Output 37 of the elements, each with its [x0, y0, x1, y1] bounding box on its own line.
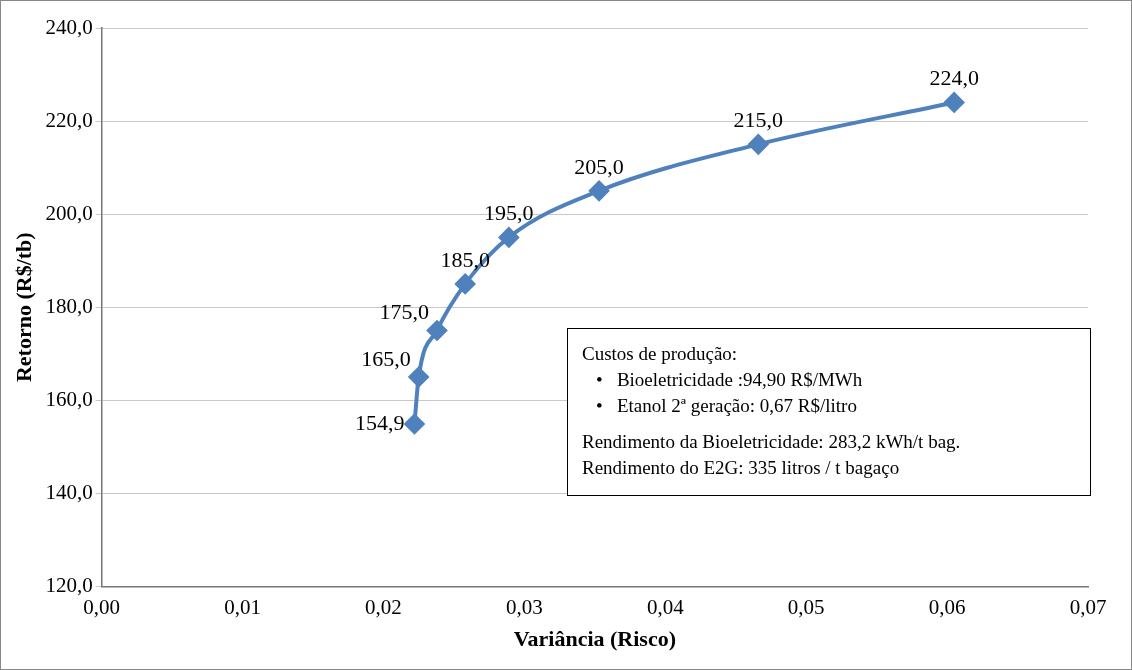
point	[498, 227, 519, 248]
y-tick-label: 140,0	[45, 479, 93, 504]
point	[427, 320, 448, 341]
y-tick-label: 200,0	[45, 200, 93, 225]
annotation: • Bioeletricidade :94,90 R$/MWh	[596, 368, 864, 392]
data-label: 224,0	[929, 65, 979, 91]
data-label: 195,0	[484, 200, 534, 226]
point	[408, 367, 429, 387]
x-tick-label: 0,02	[365, 594, 402, 619]
point	[748, 134, 769, 155]
x-tick-label: 0,07	[1069, 594, 1107, 619]
annotation: Custos de produção:	[582, 342, 739, 366]
annotation: • Etanol 2ª geração: 0,67 R$/litro	[596, 394, 858, 418]
y-tick-label: 120,0	[45, 572, 93, 597]
annotation: Rendimento da Bioeletricidade: 283,2 kWh/t bag.	[582, 430, 962, 454]
y-tick-label: 160,0	[45, 386, 93, 411]
x-tick-label: 0,04	[646, 594, 685, 619]
annotation: Rendimento do E2G: 335 litros / t bagaço	[582, 456, 901, 480]
x-tick-label: 0,06	[928, 594, 966, 619]
y-tick-label: 180,0	[45, 293, 93, 318]
x-tick-label: 0,03	[506, 594, 543, 619]
point	[944, 92, 965, 113]
x-tick-label: 0,01	[224, 594, 261, 619]
point	[589, 180, 610, 201]
data-label: 215,0	[733, 107, 784, 133]
x-tick-label: 0,05	[787, 594, 825, 619]
y-tick-label: 240,0	[45, 14, 93, 39]
y-tick-label: 220,0	[45, 107, 93, 132]
data-label: 154,9	[354, 409, 405, 435]
data-label: 205,0	[574, 153, 624, 179]
x-axis-title: Variância (Risco)	[513, 626, 676, 652]
data-label: 175,0	[379, 299, 430, 325]
point	[455, 273, 476, 294]
data-label: 165,0	[361, 345, 411, 371]
y-axis-title: Retorno (R$/tb)	[10, 232, 36, 383]
x-tick-label: 0,00	[83, 594, 121, 619]
point	[404, 414, 425, 434]
